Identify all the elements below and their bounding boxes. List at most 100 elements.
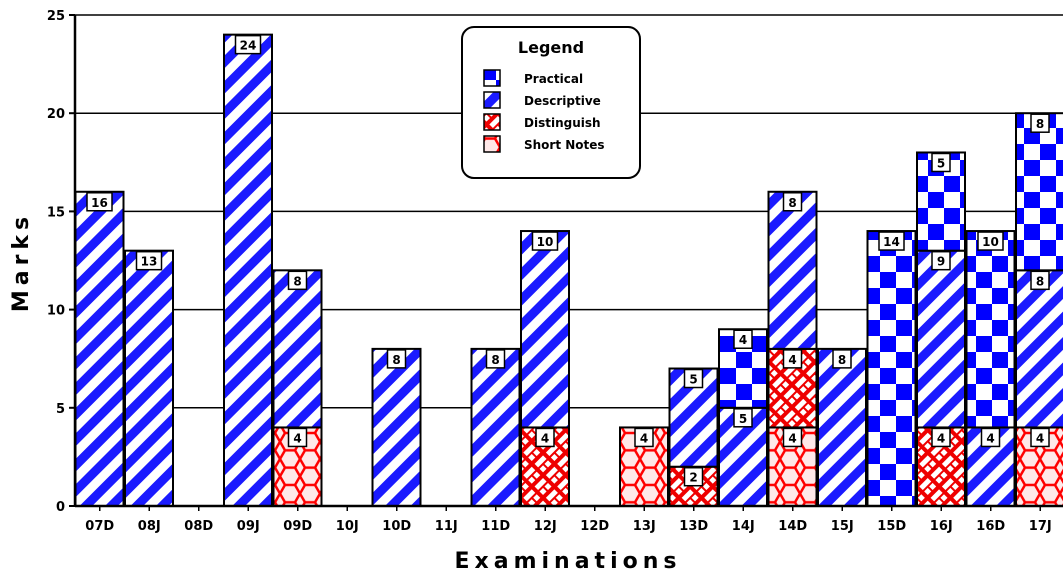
y-tick-label: 5	[56, 402, 65, 417]
x-axis-title: Examinations	[455, 549, 682, 574]
y-axis-title: Marks	[9, 212, 34, 312]
x-tick-label: 15J	[831, 519, 854, 534]
data-labels: 16 13 24 4 8 8 8 4 10 4 2 5 5 4 4 4 8 8 14 4 9 5 4 10 4 8 8	[86, 34, 1050, 487]
legend-label-descriptive: Descriptive	[524, 94, 601, 108]
data-label-descriptive-13D: 5	[689, 373, 697, 387]
bar-descriptive-10D	[371, 347, 422, 507]
data-label-short-notes-13J: 4	[640, 431, 648, 445]
x-tick-label: 08D	[184, 519, 213, 534]
bar-practical-16D	[965, 230, 1016, 429]
data-label-box	[386, 349, 407, 369]
data-label-box	[878, 231, 905, 251]
data-label-box	[86, 192, 113, 212]
data-label-box	[733, 329, 753, 349]
data-label-descriptive-16D: 4	[986, 431, 994, 445]
bar-descriptive-14D	[767, 190, 818, 350]
data-label-descriptive-16J: 9	[937, 255, 945, 269]
data-label-descriptive-14J: 5	[739, 412, 747, 426]
data-label-distinguish-13D: 2	[689, 471, 697, 485]
data-label-distinguish-16J: 4	[937, 431, 945, 445]
data-label-box	[1030, 113, 1050, 133]
data-label-descriptive-09D: 8	[293, 274, 301, 288]
data-label-box	[683, 368, 704, 389]
data-label-descriptive-10D: 8	[392, 353, 400, 367]
x-tick-label: 09J	[237, 519, 260, 534]
bar-descriptive-07D	[74, 190, 125, 507]
y-tick-label: 15	[47, 205, 65, 220]
data-label-practical-16D: 10	[982, 235, 999, 249]
data-label-distinguish-14D: 4	[788, 353, 796, 367]
legend-swatch-descriptive	[483, 91, 501, 109]
legend-swatch-short-notes	[483, 135, 501, 153]
bars	[74, 33, 1063, 507]
x-tick-label: 09D	[283, 519, 312, 534]
x-tick-label: 15D	[877, 519, 906, 534]
legend-label-short-notes: Short Notes	[524, 138, 605, 152]
data-label-box	[1030, 270, 1050, 291]
legend-swatch-distinguish	[483, 113, 501, 131]
data-label-box	[287, 270, 308, 291]
bar-descriptive-16J	[916, 249, 966, 429]
bar-descriptive-12J	[520, 230, 570, 429]
data-label-box	[234, 34, 262, 55]
data-label-descriptive-09J: 24	[240, 39, 257, 53]
data-label-practical-15D: 14	[883, 235, 900, 249]
legend-box	[461, 26, 641, 179]
data-label-box	[287, 427, 308, 448]
data-label-box	[931, 427, 951, 448]
data-label-box	[977, 231, 1004, 251]
data-label-box	[832, 349, 852, 369]
bar-descriptive-08J	[124, 249, 174, 507]
data-label-descriptive-08J: 13	[141, 255, 158, 269]
bar-descriptive-09D	[272, 269, 323, 429]
y-tick-label: 20	[47, 107, 65, 122]
bar-distinguish-16J	[916, 426, 966, 507]
x-tick-label: 11D	[481, 519, 510, 534]
bar-descriptive-11D	[470, 347, 521, 507]
data-label-practical-16J: 5	[937, 156, 945, 170]
data-label-box	[782, 192, 803, 212]
data-label-box	[782, 427, 803, 448]
x-tick-label: 11J	[435, 519, 458, 534]
legend-label-distinguish: Distinguish	[524, 116, 601, 130]
data-label-practical-14J: 4	[739, 333, 747, 347]
x-tick-label: 14D	[778, 519, 807, 534]
data-label-descriptive-11D: 8	[491, 353, 499, 367]
data-label-box	[485, 349, 506, 369]
legend: Legend Practical Descriptive Distinguish Sh…	[461, 26, 641, 179]
data-label-box	[931, 250, 951, 271]
data-label-box	[634, 427, 654, 448]
x-tick-label: 08J	[138, 519, 161, 534]
bar-practical-15D	[866, 230, 917, 507]
x-tick-label: 14J	[732, 519, 755, 534]
data-label-box	[931, 152, 951, 173]
bar-descriptive-09J	[223, 33, 273, 507]
y-tick-label: 25	[47, 9, 65, 24]
data-label-distinguish-12J: 4	[541, 431, 549, 445]
x-tick-label: 17J	[1029, 519, 1052, 534]
x-tick-label: 13D	[679, 519, 708, 534]
y-tick-label: 10	[47, 304, 65, 319]
legend-swatch-practical	[483, 69, 501, 87]
data-label-descriptive-15J: 8	[838, 353, 846, 367]
data-label-descriptive-12J: 10	[537, 235, 554, 249]
x-tick-label: 12D	[580, 519, 609, 534]
x-tick-label: 12J	[534, 519, 557, 534]
data-label-descriptive-17J: 8	[1036, 274, 1044, 288]
data-label-box	[733, 408, 753, 428]
x-tick-label: 16D	[976, 519, 1005, 534]
data-label-box	[531, 231, 559, 251]
data-label-short-notes-14D: 4	[788, 431, 796, 445]
x-tick-label: 16J	[930, 519, 953, 534]
x-tick-label: 13J	[633, 519, 656, 534]
data-label-short-notes-17J: 4	[1036, 431, 1044, 445]
data-label-short-notes-09D: 4	[293, 431, 301, 445]
data-label-box	[683, 466, 704, 487]
data-label-practical-17J: 8	[1036, 117, 1044, 131]
data-label-box	[135, 250, 163, 271]
bar-descriptive-17J	[1015, 269, 1063, 429]
bar-practical-17J	[1015, 112, 1063, 272]
x-tick-label: 10J	[336, 519, 359, 534]
